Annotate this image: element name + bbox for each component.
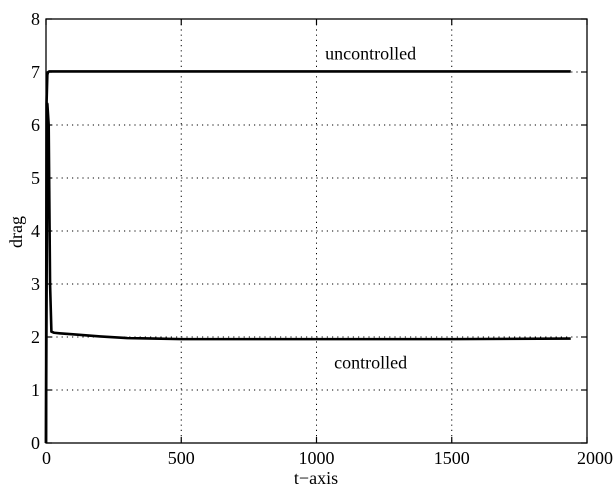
- grid-lines: [46, 19, 587, 443]
- x-axis-label: t−axis: [294, 468, 338, 488]
- y-tick-label: 2: [31, 327, 40, 347]
- y-tick-label: 7: [31, 62, 40, 82]
- y-tick-label: 8: [31, 9, 40, 29]
- annotation-uncontrolled: uncontrolled: [325, 43, 416, 63]
- y-tick-label: 3: [31, 274, 40, 294]
- x-tick-label: 2000: [577, 448, 613, 468]
- annotations: uncontrolled controlled: [325, 43, 416, 372]
- tick-labels: 0 500 1000 1500 2000 0 1 2 3 4 5 6 7 8: [31, 9, 613, 468]
- annotation-controlled: controlled: [334, 352, 407, 372]
- y-tick-label: 5: [31, 168, 40, 188]
- y-tick-label: 0: [31, 433, 40, 453]
- x-tick-label: 0: [42, 448, 51, 468]
- axis-ticks: [45, 18, 588, 444]
- series-line-uncontrolled: [44, 70, 571, 444]
- x-tick-label: 1000: [299, 448, 335, 468]
- x-tick-label: 1500: [434, 448, 470, 468]
- y-axis-label: drag: [6, 216, 26, 248]
- y-tick-label: 4: [31, 221, 40, 241]
- y-tick-label: 1: [31, 380, 40, 400]
- series-lines: [44, 70, 571, 444]
- x-tick-label: 500: [168, 448, 195, 468]
- y-tick-label: 6: [31, 115, 40, 135]
- series-line-controlled: [44, 102, 571, 444]
